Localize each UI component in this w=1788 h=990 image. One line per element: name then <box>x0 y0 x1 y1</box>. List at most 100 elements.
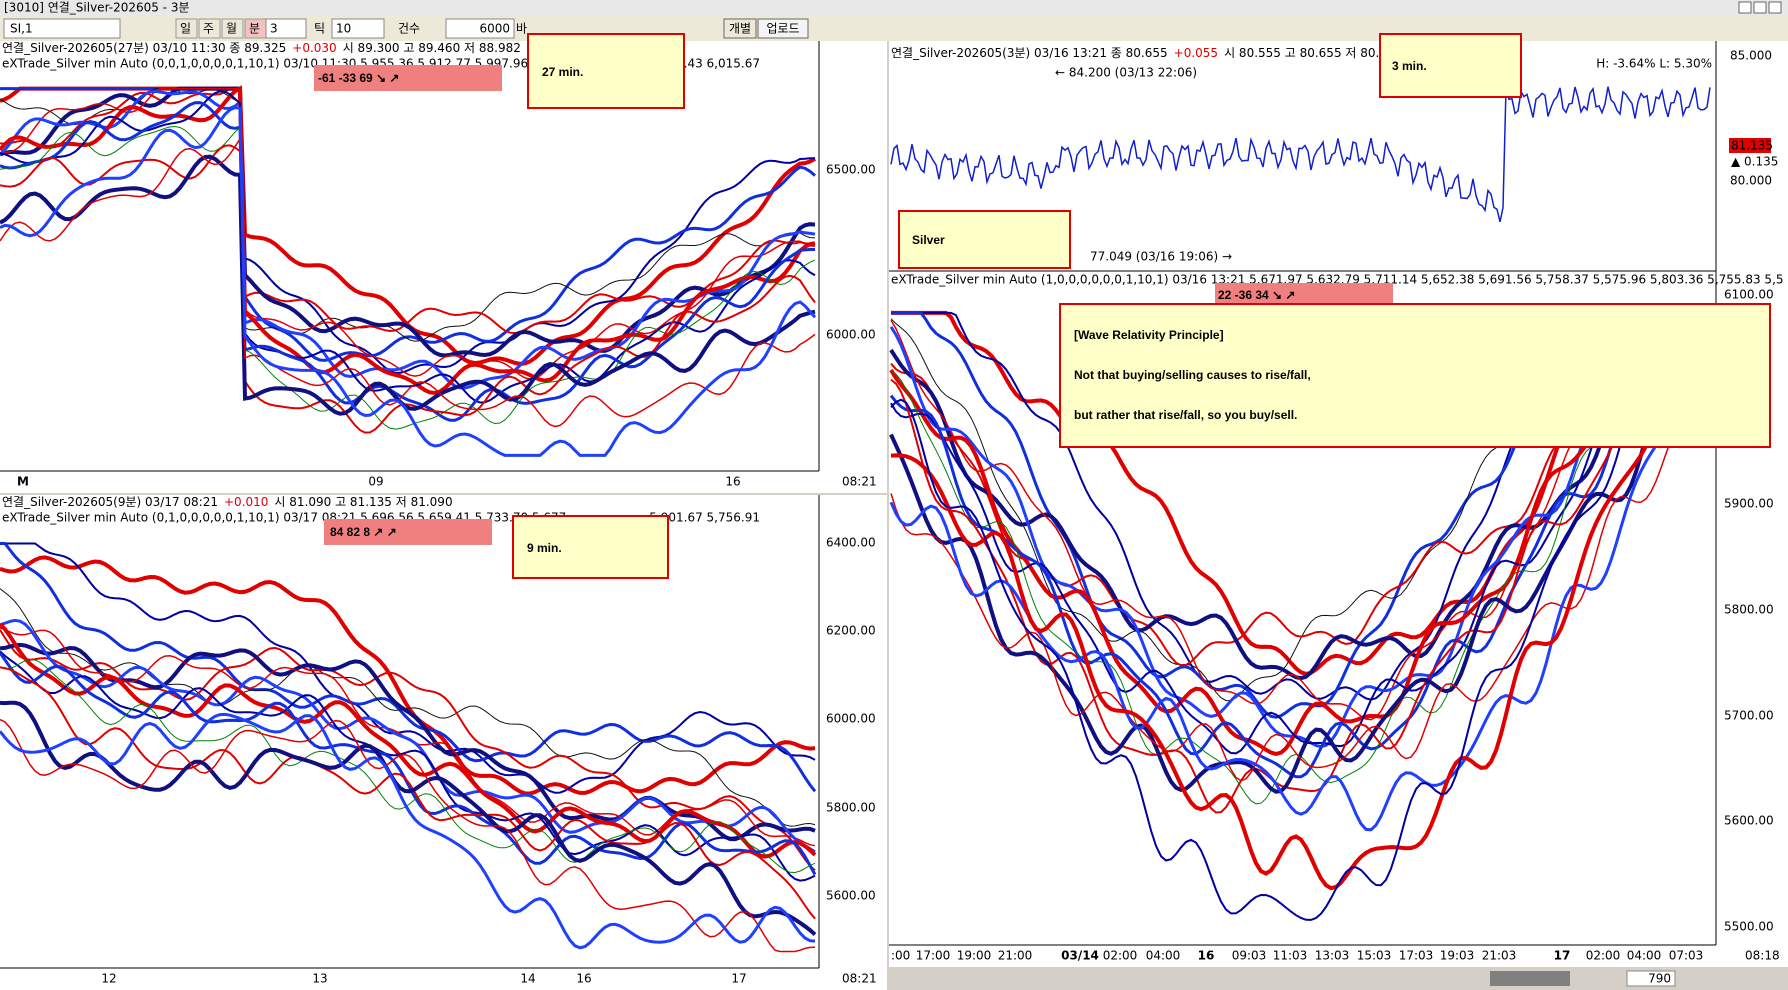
header-part: 연결_Silver-202605(27분) 03/10 11:30 종 89.3… <box>2 41 286 55</box>
x-tick-label: 16 <box>1198 949 1215 963</box>
panel-header: 연결_Silver-202605(3분) 03/16 13:21 종 80.65… <box>891 46 1395 60</box>
high-note: ← 84.200 (03/13 22:06) <box>1055 66 1197 80</box>
interval-box[interactable] <box>265 18 307 39</box>
x-tick-label: 16 <box>576 972 591 986</box>
tick-value: 10 <box>336 22 351 36</box>
period-button[interactable] <box>198 18 221 39</box>
x-tick-label: 11:03 <box>1273 949 1308 963</box>
y-tick-label: 6500.00 <box>826 163 876 177</box>
x-tick-label: 04:00 <box>1146 949 1181 963</box>
x-tick-label: 16 <box>725 475 740 489</box>
symbol-box[interactable] <box>3 18 121 39</box>
interval: 3 <box>270 22 278 36</box>
indicator-line <box>0 542 816 794</box>
annotation-label: Silver <box>912 233 945 247</box>
indicator-line <box>0 629 816 872</box>
x-tick-label: 15:03 <box>1357 949 1392 963</box>
high-low: H: -3.64% L: 5.30% <box>1596 57 1712 71</box>
y-tick-label: 6000.00 <box>826 328 876 342</box>
x-tick-label: 14 <box>520 972 535 986</box>
x-tick-label: 13:03 <box>1315 949 1350 963</box>
annotation-label: 27 min. <box>542 65 583 79</box>
x-tick-label: 09 <box>368 475 383 489</box>
annotation-box <box>898 210 1071 269</box>
tick-box[interactable] <box>331 18 385 39</box>
y-tick-label: 5700.00 <box>1724 709 1774 723</box>
annotation-box <box>527 33 685 109</box>
x-tick-label: 04:00 <box>1627 949 1662 963</box>
last-price-bg <box>1729 138 1771 153</box>
x-tick-label: 03/14 <box>1061 949 1099 963</box>
period-button[interactable] <box>221 18 244 39</box>
scroll-thumb[interactable] <box>1490 971 1570 986</box>
clock: 08:21 <box>842 972 877 986</box>
y-tick-label: 6000.00 <box>826 712 876 726</box>
tick-label: 틱 <box>314 22 325 36</box>
indicator-lines <box>0 85 817 457</box>
indicator-line <box>0 87 816 362</box>
indicator-line <box>889 311 1706 749</box>
window-button[interactable] <box>1753 1 1767 14</box>
annotation-box <box>512 515 669 579</box>
indicator-line <box>890 332 1707 921</box>
indicator-line <box>0 89 816 390</box>
badge: 22 -36 34 ↘ ↗ <box>1218 288 1295 302</box>
panel-header: 연결_Silver-202605(9분) 03/17 08:21 +0.010 시 … <box>2 495 453 509</box>
principle-line: Not that buying/selling causes to rise/f… <box>1074 368 1311 382</box>
period-label: 월 <box>226 22 237 36</box>
indicator-line <box>0 666 816 920</box>
x-tick-label: 12 <box>101 972 116 986</box>
badge-bg <box>324 519 492 545</box>
window-title: [3010] 연결_Silver-202605 - 3분 <box>4 1 190 15</box>
indicator-line <box>0 618 816 854</box>
y-tick-label: 6100.00 <box>1724 288 1774 302</box>
period-label: 분 <box>249 22 260 36</box>
badge: 84 82 8 ↗ ↗ <box>330 525 397 539</box>
price-change: ▲ 0.135 <box>1731 155 1778 169</box>
header-part: 시 80.555 고 80.655 저 80.54 <box>1224 46 1395 60</box>
count-value: 6000 <box>479 22 510 36</box>
indicator-line <box>889 326 1706 779</box>
title-bar <box>0 0 1788 16</box>
y-tick-label: 5600.00 <box>826 889 876 903</box>
toolbar-button[interactable] <box>723 18 757 39</box>
period-button[interactable] <box>175 18 198 39</box>
clock: 08:18 <box>1745 949 1780 963</box>
indicator-line <box>0 658 816 874</box>
indicator-line <box>0 652 817 876</box>
y-tick-label: 5800.00 <box>1724 603 1774 617</box>
price-axis <box>819 41 887 493</box>
window-button[interactable] <box>1738 1 1752 14</box>
indicator-line <box>0 101 815 422</box>
indicator-values: 5,901.67 5,756.91 <box>649 511 760 525</box>
count-box[interactable] <box>445 18 515 39</box>
indicator-line <box>0 87 816 335</box>
indicator-line <box>890 350 1707 814</box>
annotation-label: 9 min. <box>527 541 562 555</box>
price-axis <box>1716 41 1788 967</box>
header-part: +0.055 <box>1174 46 1218 60</box>
toolbar-button-label: 개별 <box>729 22 751 36</box>
x-tick-label: 21:03 <box>1482 949 1517 963</box>
annotation-label: 3 min. <box>1392 59 1427 73</box>
clock: 08:21 <box>842 475 877 489</box>
scroll-value-box[interactable] <box>1626 970 1676 987</box>
toolbar-button[interactable] <box>757 18 809 39</box>
x-tick-label: 02:00 <box>1103 949 1138 963</box>
window-button[interactable] <box>1768 1 1782 14</box>
low-note: 77.049 (03/16 19:06) → <box>1090 250 1232 264</box>
header-part: 연결_Silver-202605(3분) 03/16 13:21 종 80.65… <box>891 46 1168 60</box>
indicator-line <box>0 125 816 430</box>
indicator-header: eXTrade_Silver min Auto (1,0,0,0,0,0,0,1… <box>891 273 1784 287</box>
x-tick-label: 19:03 <box>1440 949 1475 963</box>
symbol: SI,1 <box>10 22 33 36</box>
x-tick-label: :00 <box>891 949 910 963</box>
y-tick-label: 5600.00 <box>1724 814 1774 828</box>
x-tick-label: 13 <box>312 972 327 986</box>
toolbar-button-label: 업로드 <box>766 22 799 36</box>
indicator-line <box>0 542 817 793</box>
principle-box <box>1059 303 1771 448</box>
indicator-line <box>889 310 1706 756</box>
y-tick-label: 85.000 <box>1730 49 1772 63</box>
